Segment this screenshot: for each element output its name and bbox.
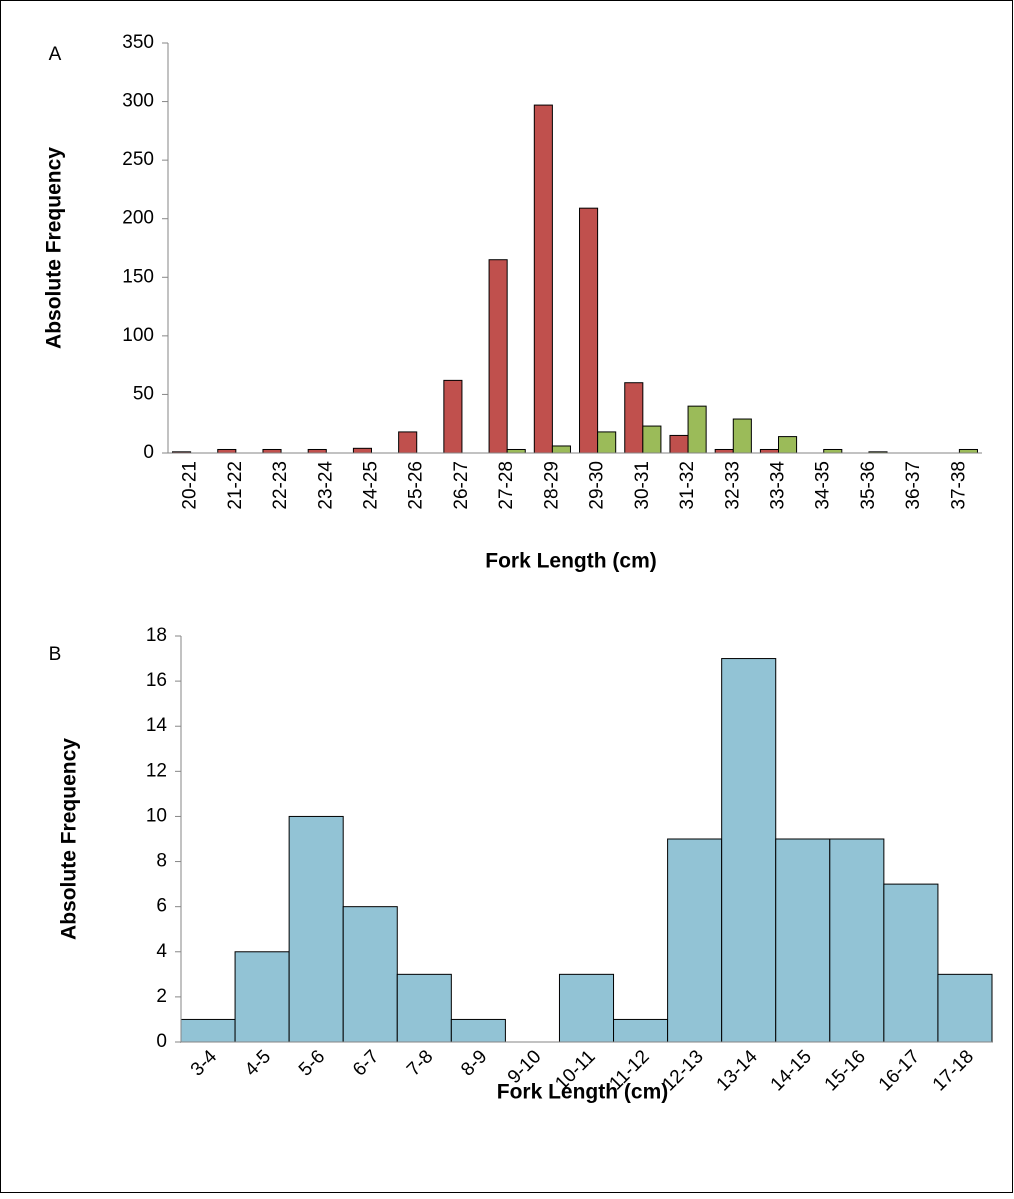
panel-label: A: [49, 44, 62, 65]
y-tick-label: 200: [122, 208, 154, 229]
x-axis-title: Fork Length (cm): [485, 550, 657, 573]
bar: [488, 259, 508, 454]
y-tick-label: 12: [146, 760, 167, 781]
bar: [823, 448, 843, 454]
x-tick-label: 25-26: [406, 461, 427, 510]
panel-label: B: [49, 644, 62, 665]
y-tick-label: 300: [122, 91, 154, 112]
bar: [288, 815, 344, 1043]
bar: [506, 448, 526, 454]
bar: [352, 447, 372, 454]
bar: [579, 207, 599, 454]
bar: [667, 838, 723, 1043]
bar: [450, 1018, 506, 1043]
bar: [217, 448, 237, 454]
x-tick-label: 24-25: [361, 461, 382, 510]
bar: [732, 418, 752, 454]
x-tick-label: 35-36: [858, 461, 879, 510]
bar: [775, 838, 831, 1043]
x-tick-label: 37-38: [948, 461, 969, 510]
bar: [721, 658, 777, 1043]
y-tick-label: 14: [146, 715, 168, 736]
y-axis-title: Absolute Frequency: [58, 738, 81, 940]
bar: [533, 104, 553, 454]
x-tick-label: 28-29: [541, 461, 562, 510]
x-tick-label: 23-24: [315, 461, 336, 510]
bar: [597, 431, 617, 454]
y-axis-title: Absolute Frequency: [43, 147, 66, 349]
x-tick-label: 30-31: [632, 461, 653, 510]
bar: [558, 973, 615, 1043]
x-tick-label: 20-21: [180, 461, 201, 510]
y-tick-label: 10: [146, 805, 167, 826]
bar: [687, 405, 707, 454]
bar: [829, 838, 885, 1043]
y-tick-label: 8: [156, 851, 167, 872]
x-tick-label: 31-32: [677, 461, 698, 510]
bar: [669, 434, 689, 454]
bar: [307, 448, 327, 454]
x-tick-label: 36-37: [903, 461, 924, 510]
bar: [396, 973, 452, 1043]
y-tick-label: 150: [122, 266, 154, 287]
y-tick-label: 350: [122, 32, 154, 53]
bar: [958, 448, 978, 454]
y-tick-label: 2: [156, 986, 167, 1007]
x-tick-label: 32-33: [722, 461, 743, 510]
bar: [262, 448, 282, 454]
y-tick-label: 50: [133, 383, 154, 404]
bar: [883, 883, 939, 1043]
bar: [180, 1018, 236, 1043]
x-tick-label: 27-28: [496, 461, 517, 510]
x-tick-label: 21-22: [225, 461, 246, 510]
bar: [234, 951, 290, 1043]
x-tick-label: 29-30: [587, 461, 608, 510]
bar: [398, 431, 418, 454]
y-tick-label: 100: [122, 325, 154, 346]
x-tick-label: 34-35: [813, 461, 834, 510]
x-tick-label: 26-27: [451, 461, 472, 510]
x-axis-title: Fork Length (cm): [497, 1081, 669, 1104]
y-tick-label: 0: [143, 442, 154, 463]
bar: [759, 448, 780, 454]
bar: [778, 436, 798, 454]
bar: [714, 448, 734, 454]
bar: [937, 973, 993, 1043]
x-tick-label: 33-34: [768, 461, 789, 510]
y-tick-label: 4: [156, 941, 167, 962]
bar: [443, 379, 463, 454]
bar: [342, 906, 398, 1043]
y-tick-label: 0: [156, 1031, 167, 1052]
x-tick-label: 22-23: [270, 461, 291, 510]
y-tick-label: 18: [146, 625, 167, 646]
bar: [624, 382, 644, 454]
bar: [551, 445, 571, 454]
y-tick-label: 250: [122, 149, 154, 170]
bar: [613, 1018, 669, 1043]
bar: [642, 425, 662, 454]
y-tick-label: 6: [156, 896, 167, 917]
y-tick-label: 16: [146, 670, 167, 691]
